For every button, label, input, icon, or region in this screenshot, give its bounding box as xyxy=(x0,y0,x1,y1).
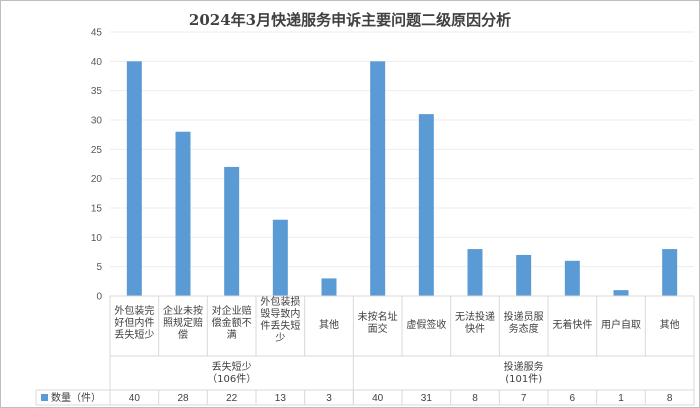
group-label: 投递服务 xyxy=(504,360,544,373)
chart-title: 2024年3月快递服务申诉主要问题二级原因分析 xyxy=(188,11,512,29)
bar xyxy=(564,260,580,296)
data-table-value: 22 xyxy=(226,393,238,404)
y-tick-label: 15 xyxy=(91,204,103,215)
data-table-value: 3 xyxy=(326,393,332,404)
y-tick-label: 35 xyxy=(91,86,103,97)
data-table-value: 40 xyxy=(129,393,141,404)
data-table-value: 28 xyxy=(177,393,189,404)
bar xyxy=(370,61,386,297)
y-tick-label: 30 xyxy=(91,116,103,127)
group-sublabel: （106件） xyxy=(207,373,256,385)
bar xyxy=(126,61,142,297)
bar xyxy=(613,290,629,296)
data-table-value: 1 xyxy=(618,393,624,404)
bar xyxy=(467,249,483,296)
legend-label: 数量（件） xyxy=(51,391,101,404)
category-label: 对企业赔偿金额不满 xyxy=(212,304,252,341)
y-tick-label: 20 xyxy=(91,174,103,185)
category-label: 无法投递快件 xyxy=(455,310,495,335)
data-table-value: 8 xyxy=(472,393,478,404)
category-label: 外包装完好但内件丢失短少 xyxy=(114,304,154,341)
data-table-value: 8 xyxy=(667,393,673,404)
category-label: 企业未按照规定赔偿 xyxy=(163,304,203,341)
y-tick-label: 0 xyxy=(96,292,102,303)
data-table-value: 13 xyxy=(275,393,287,404)
category-label: 投递员服务态度 xyxy=(504,310,544,335)
y-tick-label: 25 xyxy=(91,145,103,156)
data-table-value: 7 xyxy=(521,393,527,404)
category-label: 无着快件 xyxy=(552,318,592,331)
bar xyxy=(224,166,240,296)
bar xyxy=(662,249,678,296)
category-label: 其他 xyxy=(660,318,680,331)
category-label: 外包装损毁导致内件丢失短少 xyxy=(260,295,300,344)
bar xyxy=(272,219,288,296)
y-tick-label: 45 xyxy=(91,28,103,39)
category-label: 虚假签收 xyxy=(406,318,446,331)
group-label: 丢失短少 xyxy=(212,360,252,373)
bar xyxy=(418,114,434,296)
category-label: 未按名址面交 xyxy=(358,310,398,335)
legend-swatch xyxy=(41,394,48,401)
group-sublabel: (101件) xyxy=(505,373,542,385)
category-label: 其他 xyxy=(319,318,339,331)
y-tick-label: 40 xyxy=(91,57,103,68)
y-tick-label: 10 xyxy=(91,233,103,244)
bar xyxy=(321,278,337,296)
data-table-value: 40 xyxy=(372,393,384,404)
data-table-value: 31 xyxy=(421,393,433,404)
bar xyxy=(175,131,191,296)
y-tick-label: 5 xyxy=(96,262,102,273)
data-table-value: 6 xyxy=(570,393,576,404)
category-label: 用户自取 xyxy=(601,318,641,331)
bar xyxy=(516,254,532,296)
